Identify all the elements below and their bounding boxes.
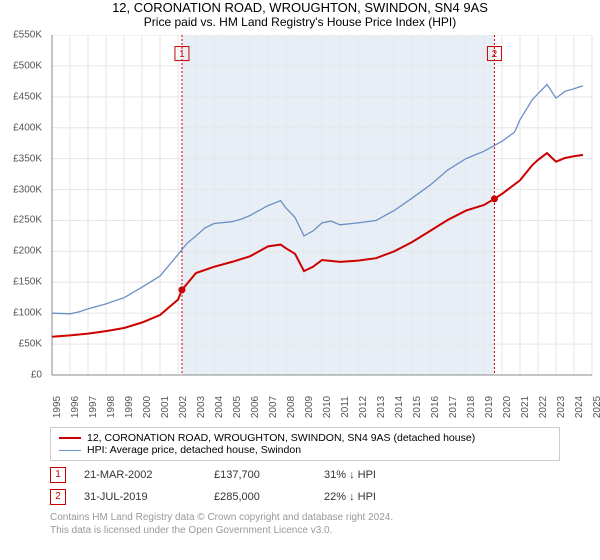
transaction-row: 2 31-JUL-2019£285,00022% ↓ HPI (50, 489, 560, 505)
x-tick-label: 2024 (574, 396, 585, 418)
x-tick-label: 2012 (358, 396, 369, 418)
x-tick-label: 1997 (88, 396, 99, 418)
legend: 12, CORONATION ROAD, WROUGHTON, SWINDON,… (50, 427, 560, 461)
y-tick-label: £350K (13, 153, 42, 164)
x-tick-label: 2000 (142, 396, 153, 418)
x-tick-label: 2023 (556, 396, 567, 418)
x-axis-labels: 1995 1996 1997 1998 1999 2000 2001 2002 2003 2004… (6, 375, 592, 421)
x-tick-label: 2002 (178, 396, 189, 418)
x-tick-label: 2015 (412, 396, 423, 418)
y-tick-label: £150K (13, 277, 42, 288)
y-tick-label: £400K (13, 122, 42, 133)
x-tick-label: 2010 (322, 396, 333, 418)
x-tick-label: 2022 (538, 396, 549, 418)
txn-price: £137,700 (214, 469, 324, 481)
marker-ref-2: 2 (50, 489, 66, 505)
y-tick-label: £50K (19, 339, 42, 350)
legend-label: 12, CORONATION ROAD, WROUGHTON, SWINDON,… (87, 432, 475, 444)
x-tick-label: 2011 (340, 396, 351, 418)
y-tick-label: £250K (13, 215, 42, 226)
x-tick-label: 2020 (502, 396, 513, 418)
transaction-row: 1 21-MAR-2002£137,70031% ↓ HPI (50, 467, 560, 483)
txn-date: 31-JUL-2019 (84, 491, 214, 503)
y-axis-labels: £0£50K£100K£150K£200K£250K£300K£350K£400… (6, 35, 46, 375)
transactions-table: 1 21-MAR-2002£137,70031% ↓ HPI 2 31-JUL-201… (50, 467, 560, 505)
x-tick-label: 2025 (592, 396, 600, 418)
x-tick-label: 2009 (304, 396, 315, 418)
legend-row: 12, CORONATION ROAD, WROUGHTON, SWINDON,… (59, 432, 551, 444)
x-tick-label: 2021 (520, 396, 531, 418)
x-tick-label: 2001 (160, 396, 171, 418)
footer-line-1: Contains HM Land Registry data © Crown c… (50, 511, 560, 524)
x-tick-label: 2018 (466, 396, 477, 418)
legend-swatch (59, 437, 81, 439)
x-tick-label: 1996 (70, 396, 81, 418)
marker-dot-2 (491, 195, 498, 202)
chart: 12 £0£50K£100K£150K£200K£250K£300K£350K£… (6, 35, 594, 423)
x-tick-label: 2005 (232, 396, 243, 418)
footer-line-2: This data is licensed under the Open Gov… (50, 524, 560, 537)
txn-vs-hpi: 31% ↓ HPI (324, 469, 444, 481)
x-tick-label: 2004 (214, 396, 225, 418)
x-tick-label: 2007 (268, 396, 279, 418)
legend-row: HPI: Average price, detached house, Swin… (59, 444, 551, 456)
x-tick-label: 1998 (106, 396, 117, 418)
marker-dot-1 (178, 286, 185, 293)
chart-title: 12, CORONATION ROAD, WROUGHTON, SWINDON,… (0, 0, 600, 15)
txn-date: 21-MAR-2002 (84, 469, 214, 481)
x-tick-label: 2013 (376, 396, 387, 418)
chart-subtitle: Price paid vs. HM Land Registry's House … (0, 15, 600, 29)
x-tick-label: 2019 (484, 396, 495, 418)
x-tick-label: 2017 (448, 396, 459, 418)
x-tick-label: 2003 (196, 396, 207, 418)
legend-label: HPI: Average price, detached house, Swin… (87, 444, 301, 456)
y-tick-label: £300K (13, 184, 42, 195)
x-tick-label: 2008 (286, 396, 297, 418)
marker-num-1: 1 (179, 49, 185, 60)
y-tick-label: £100K (13, 308, 42, 319)
txn-vs-hpi: 22% ↓ HPI (324, 491, 444, 503)
legend-swatch (59, 450, 81, 451)
y-tick-label: £500K (13, 60, 42, 71)
marker-num-2: 2 (492, 49, 498, 60)
x-tick-label: 2006 (250, 396, 261, 418)
marker-ref-1: 1 (50, 467, 66, 483)
x-tick-label: 1995 (52, 396, 63, 418)
x-tick-label: 2014 (394, 396, 405, 418)
y-tick-label: £450K (13, 91, 42, 102)
x-tick-label: 1999 (124, 396, 135, 418)
txn-price: £285,000 (214, 491, 324, 503)
plot-area: 12 (6, 35, 596, 377)
x-tick-label: 2016 (430, 396, 441, 418)
footer-attribution: Contains HM Land Registry data © Crown c… (50, 511, 560, 537)
grid (52, 35, 592, 375)
y-tick-label: £200K (13, 246, 42, 257)
y-tick-label: £550K (13, 30, 42, 41)
